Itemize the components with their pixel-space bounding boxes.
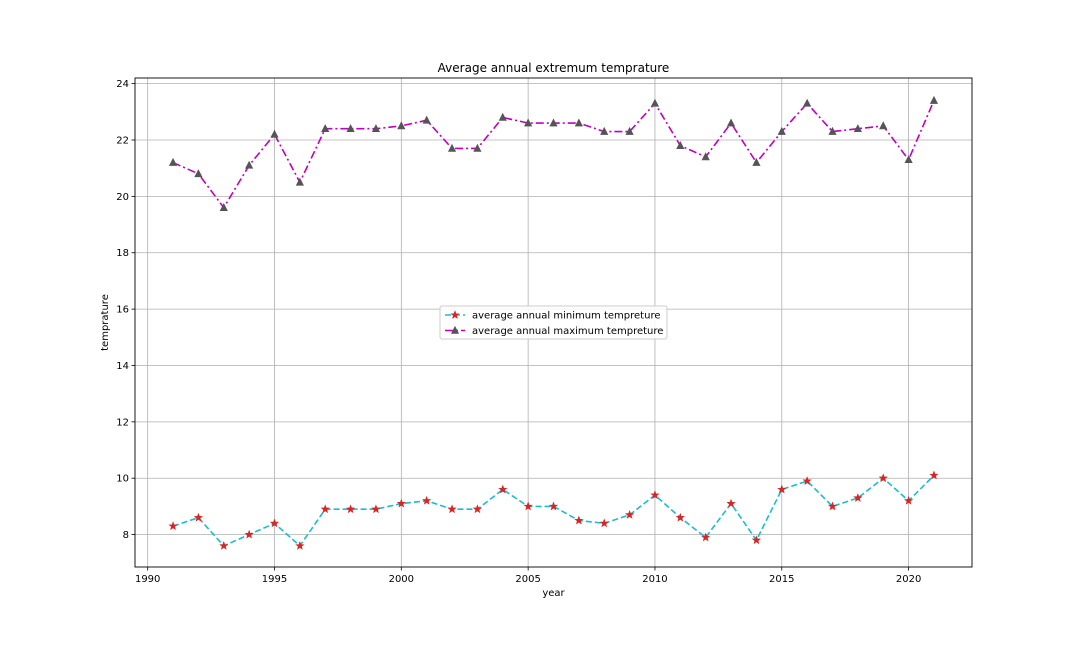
y-tick-label: 16 [116, 305, 129, 316]
data-point [904, 155, 913, 164]
y-tick-label: 18 [116, 248, 129, 259]
data-point [269, 518, 280, 528]
data-point [676, 140, 685, 149]
data-point [244, 529, 254, 539]
data-point [802, 476, 812, 485]
data-point [371, 124, 381, 133]
y-tick-label: 20 [116, 192, 129, 203]
data-point [447, 504, 457, 514]
x-axis-label: year [542, 588, 565, 599]
data-point [853, 493, 863, 502]
y-tick-label: 8 [123, 530, 129, 541]
y-axis-label: temprature [100, 294, 111, 351]
data-point [879, 121, 888, 130]
x-tick-label: 2020 [896, 574, 921, 585]
data-point [624, 510, 635, 519]
series-minimum [168, 470, 939, 550]
data-point [295, 177, 304, 186]
y-tick-label: 14 [116, 361, 129, 372]
data-point [447, 143, 457, 152]
data-point [828, 126, 837, 135]
data-point [929, 95, 939, 104]
legend-label: average annual minimum tempreture [472, 311, 661, 322]
data-point [498, 484, 508, 494]
data-point [777, 484, 787, 494]
y-tick-label: 12 [116, 417, 129, 428]
data-point [422, 115, 431, 124]
data-point [574, 118, 583, 127]
data-point [498, 112, 507, 121]
y-tick-label: 24 [116, 79, 129, 90]
data-point [396, 498, 406, 508]
data-point [827, 501, 838, 511]
legend: average annual minimum tempreture average… [439, 305, 668, 340]
data-point [168, 157, 178, 166]
data-point [701, 152, 710, 161]
legend-entries: average annual minimum tempreture average… [445, 310, 663, 337]
y-tick-label: 10 [116, 474, 129, 485]
data-point [245, 160, 254, 169]
data-point [574, 515, 584, 525]
data-point [397, 121, 406, 130]
data-point [346, 124, 355, 133]
x-tick-label: 2000 [389, 574, 414, 585]
data-point [903, 495, 914, 505]
data-point [193, 512, 204, 522]
legend-marker [450, 310, 460, 319]
data-point [751, 535, 762, 545]
data-point [321, 124, 330, 133]
x-tick-label: 2015 [769, 574, 794, 585]
axis-ticks: 1990 1995 2000 2005 2010 2015 2020 8 10 12 14 16 18 2… [116, 79, 921, 585]
data-point [650, 490, 660, 500]
x-tick-label: 1990 [135, 574, 160, 585]
data-point [371, 504, 381, 514]
x-tick-label: 2005 [515, 574, 540, 585]
grid-lines [135, 78, 972, 567]
data-point [599, 518, 609, 528]
plot-frame [134, 77, 973, 568]
legend-box [439, 305, 668, 340]
data-point [345, 504, 356, 514]
legend-label: average annual maximum tempreture [472, 326, 663, 337]
data-point [549, 118, 558, 127]
data-point [194, 169, 203, 178]
legend-marker [450, 325, 460, 334]
data-point [219, 202, 228, 211]
data-point [168, 521, 178, 531]
data-point [548, 501, 559, 511]
data-point [473, 143, 482, 152]
data-point [524, 118, 533, 127]
series-layer [168, 95, 939, 550]
data-point [929, 470, 939, 480]
data-point [675, 512, 685, 522]
data-point [803, 98, 812, 107]
data-point [219, 541, 229, 550]
data-point [422, 495, 432, 505]
data-point [600, 126, 609, 135]
data-point [878, 473, 888, 483]
data-point [270, 129, 279, 138]
data-point [650, 98, 660, 107]
data-point [752, 157, 761, 166]
data-point [295, 541, 305, 550]
data-point [726, 118, 736, 127]
data-point [320, 504, 330, 514]
data-point [472, 504, 483, 514]
x-tick-label: 1995 [262, 574, 287, 585]
x-tick-label: 2010 [642, 574, 667, 585]
data-point [853, 124, 862, 133]
y-tick-label: 22 [116, 136, 129, 147]
data-point [777, 126, 786, 135]
series-maximum [168, 95, 939, 211]
data-point [726, 498, 736, 508]
data-point [701, 532, 711, 542]
chart-title: Average annual extremum temprature [438, 61, 670, 75]
data-point [625, 126, 634, 135]
data-point [523, 501, 533, 511]
